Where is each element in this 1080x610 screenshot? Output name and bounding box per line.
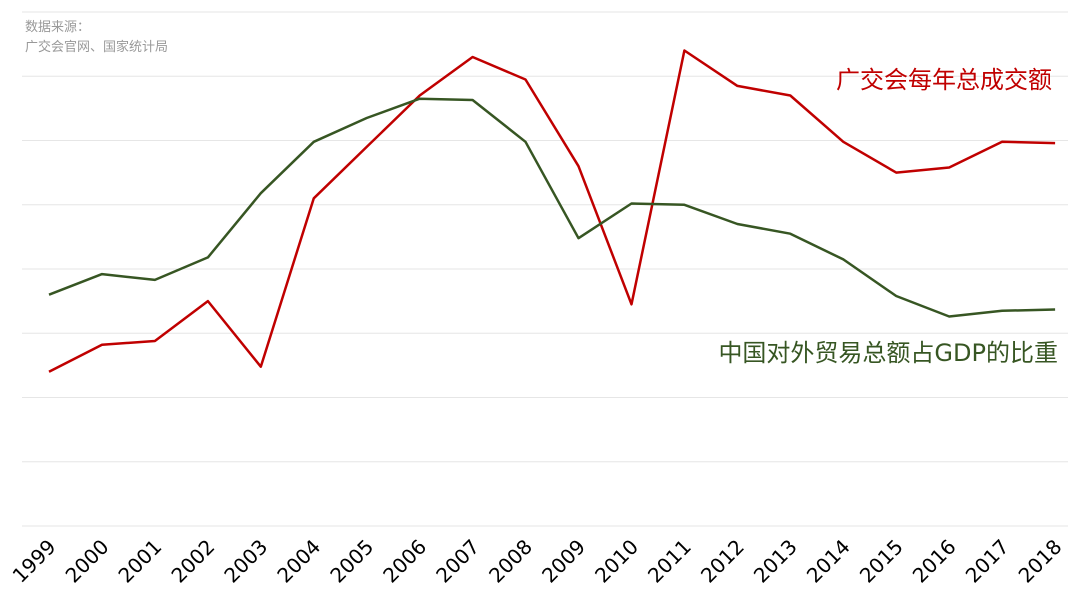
x-tick-label: 2000 [61, 535, 114, 588]
x-tick-label: 2003 [219, 535, 272, 588]
x-tick-label: 2008 [484, 535, 537, 588]
source-label: 数据来源： [25, 20, 91, 35]
x-tick-label: 2016 [908, 535, 961, 588]
x-tick-label: 2017 [961, 535, 1014, 588]
x-tick-label: 2018 [1014, 535, 1067, 588]
x-tick-label: 2004 [272, 535, 325, 588]
x-tick-label: 2007 [431, 535, 484, 588]
x-tick-label: 2010 [590, 535, 643, 588]
series-line-0 [48, 49, 1056, 373]
x-tick-label: 2014 [802, 535, 855, 588]
series-line-1 [48, 97, 1056, 318]
x-tick-label: 2006 [378, 535, 431, 588]
x-axis: 1999 2000 2001 2002 2003 2004 2005 2006 2007 2008… [8, 535, 1067, 588]
series-label-trade-gdp-ratio: 中国对外贸易总额占GDP的比重 [718, 339, 1058, 367]
x-tick-label: 2005 [325, 535, 378, 588]
source-text: 广交会官网、国家统计局 [25, 40, 169, 55]
x-tick-label: 2011 [643, 535, 696, 588]
x-tick-label: 2009 [537, 535, 590, 588]
x-tick-label: 2002 [166, 535, 219, 588]
x-tick-label: 2001 [113, 535, 166, 588]
x-tick-label: 2013 [749, 535, 802, 588]
grid [22, 11, 1068, 527]
x-tick-label: 2015 [855, 535, 908, 588]
x-tick-label: 2012 [696, 535, 749, 588]
series-lines [48, 49, 1056, 373]
series-label-canton-fair: 广交会每年总成交额 [836, 66, 1052, 94]
x-tick-label: 1999 [8, 535, 61, 588]
